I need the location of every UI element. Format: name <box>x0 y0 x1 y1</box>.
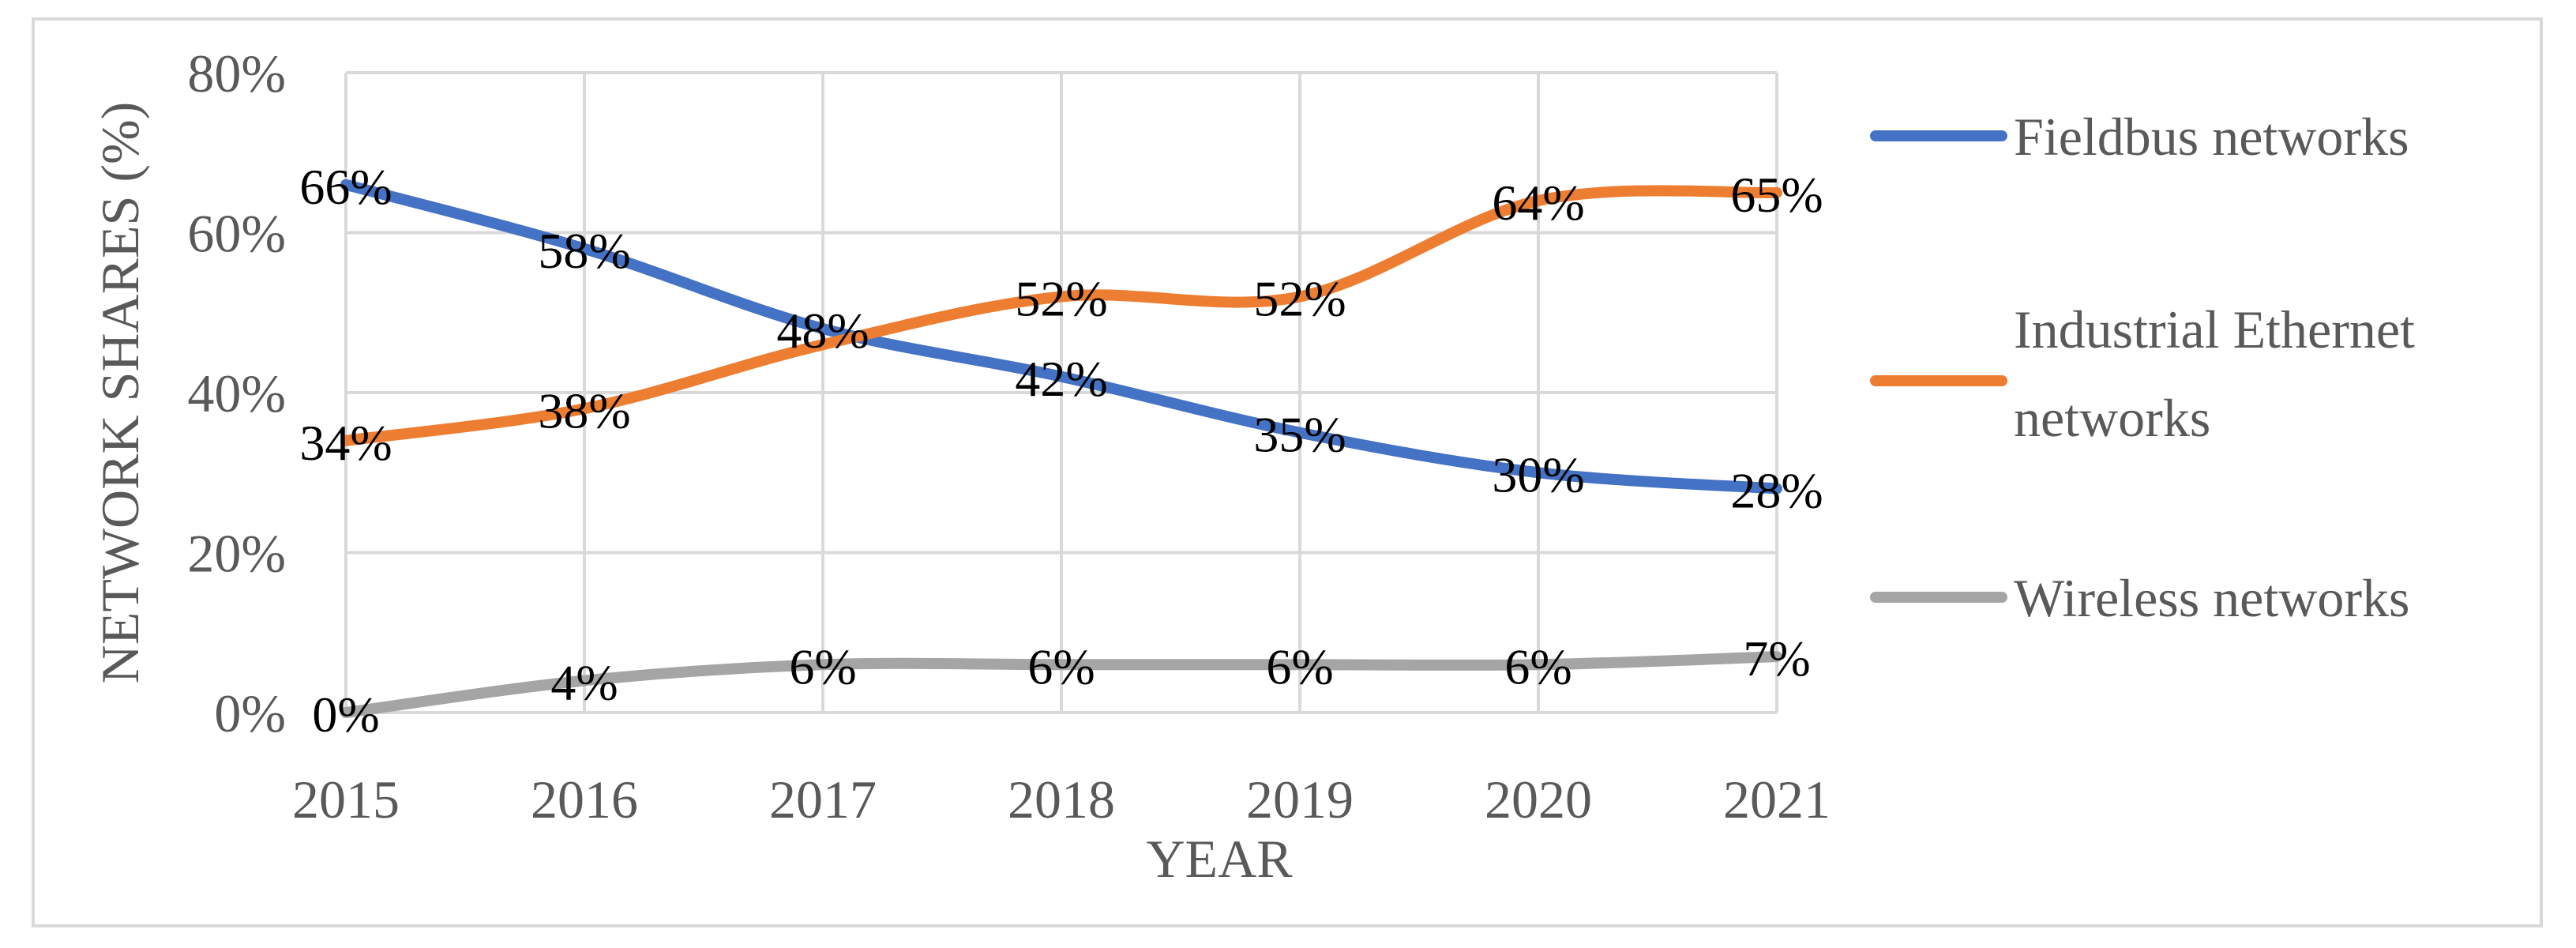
chart-frame <box>32 17 2543 927</box>
legend-label-wireless: Wireless networks <box>2014 568 2409 628</box>
y-tick-label: 0% <box>214 683 286 743</box>
data-label-industrial-ethernet: 64% <box>1492 175 1584 231</box>
data-label-fieldbus: 58% <box>538 223 630 279</box>
data-label-wireless: 6% <box>1504 638 1572 694</box>
x-tick-label: 2019 <box>1246 769 1354 830</box>
legend-label-industrial-ethernet: Industrial Ethernet <box>2014 299 2415 359</box>
data-label-industrial-ethernet: 52% <box>1015 271 1107 327</box>
x-axis-title: YEAR <box>1146 829 1293 889</box>
data-label-wireless: 6% <box>789 638 856 694</box>
data-label-fieldbus: 66% <box>299 159 392 215</box>
x-tick-label: 2021 <box>1723 769 1831 830</box>
data-label-industrial-ethernet: 34% <box>299 415 392 471</box>
y-tick-label: 40% <box>187 363 286 423</box>
data-label-fieldbus: 28% <box>1730 463 1823 519</box>
series-line-wireless <box>340 651 1782 718</box>
data-label-industrial-ethernet: 52% <box>1253 271 1346 327</box>
data-label-wireless: 4% <box>550 655 618 711</box>
data-label-industrial-ethernet: 65% <box>1730 167 1823 223</box>
x-tick-label: 2020 <box>1485 769 1592 830</box>
x-tick-label: 2015 <box>292 769 400 830</box>
data-label-fieldbus: 42% <box>1015 351 1107 407</box>
data-label-wireless: 6% <box>1027 638 1095 694</box>
y-tick-label: 20% <box>187 524 286 584</box>
data-label-fieldbus: 35% <box>1253 407 1346 463</box>
data-label-fieldbus: 48% <box>776 303 869 359</box>
data-label-industrial-ethernet: 38% <box>538 382 630 438</box>
x-tick-label: 2018 <box>1008 769 1115 830</box>
data-label-wireless: 0% <box>312 687 379 743</box>
legend-label-industrial-ethernet: networks <box>2014 388 2210 448</box>
data-label-fieldbus: 30% <box>1492 446 1584 502</box>
legend-label-fieldbus: Fieldbus networks <box>2014 107 2409 167</box>
y-axis-title: NETWORK SHARES (%) <box>90 102 150 684</box>
y-tick-label: 80% <box>187 43 286 103</box>
x-tick-label: 2017 <box>769 769 877 830</box>
data-label-wireless: 7% <box>1743 630 1810 687</box>
x-tick-label: 2016 <box>531 769 638 830</box>
series-line-industrial-ethernet <box>340 185 1782 446</box>
y-tick-label: 60% <box>187 204 286 264</box>
series-line-fieldbus <box>340 179 1782 495</box>
data-label-wireless: 6% <box>1266 638 1333 694</box>
